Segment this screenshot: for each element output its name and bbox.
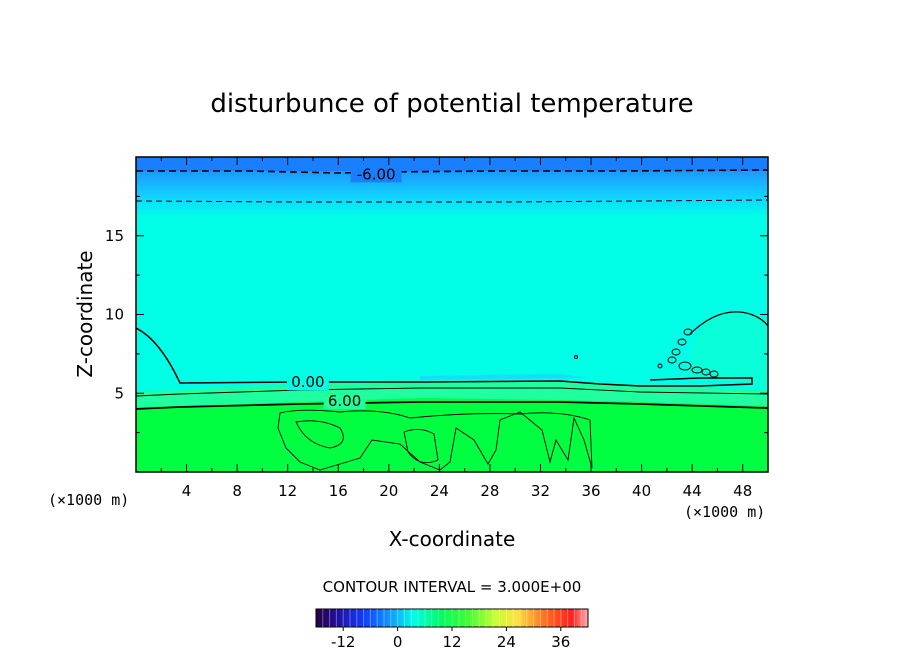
y-axis: 5 10 15 — [105, 195, 768, 434]
x-tick-label: 24 — [430, 482, 449, 500]
contour-line-zero — [136, 327, 753, 387]
contour-interval-label: CONTOUR INTERVAL = 3.000E+00 — [323, 578, 582, 596]
colorbar-tick-label: -12 — [331, 633, 356, 651]
contour-label-bg — [323, 393, 366, 410]
contour-line-dome — [689, 311, 768, 335]
colorbar-tick-label: 12 — [442, 633, 461, 651]
x-tick-label: 8 — [232, 482, 242, 500]
colorbar-ticks: -12 0 12 24 36 — [331, 627, 570, 651]
colorbar-tick-label: 0 — [393, 633, 403, 651]
y-tick-label: 5 — [114, 384, 124, 402]
dome-fill — [690, 312, 768, 386]
contour-line-3 — [136, 387, 768, 397]
x-tick-label: 28 — [480, 482, 499, 500]
light-blue-patch — [420, 374, 590, 380]
contour-line-9b — [295, 420, 344, 449]
contour-line-9 — [277, 409, 593, 471]
y-tick-label: 15 — [105, 227, 124, 245]
x-tick-label: 4 — [182, 482, 192, 500]
lower-layer-fill — [136, 398, 768, 472]
x-tick-label: 36 — [581, 482, 600, 500]
contour-labels: -6.00 0.006.00 — [286, 165, 402, 410]
colorbar-tick-label: 36 — [551, 633, 570, 651]
x-tick-label: 20 — [379, 482, 398, 500]
contour-label: -6.00 — [357, 165, 396, 183]
small-contours — [574, 328, 719, 378]
x-unit-right: (×1000 m) — [684, 503, 765, 521]
x-axis: 4 8 12 16 20 24 28 32 36 40 44 48 — [160, 157, 752, 500]
contour-line-6 — [136, 401, 768, 410]
x-axis-title: X-coordinate — [389, 527, 516, 551]
x-unit-left: (×1000 m) — [48, 491, 129, 509]
x-tick-label: 32 — [531, 482, 550, 500]
x-tick-label: 44 — [683, 482, 702, 500]
contour-line-neg3 — [136, 199, 768, 203]
x-tick-label: 40 — [632, 482, 651, 500]
x-tick-label: 12 — [278, 482, 297, 500]
top-band-fill — [136, 157, 768, 171]
x-tick-label: 16 — [329, 482, 348, 500]
y-axis-title: Z-coordinate — [73, 250, 97, 377]
contour-line-9c — [403, 429, 439, 464]
colorbar-stripes — [322, 609, 582, 627]
colorbar-tick-label: 24 — [497, 633, 516, 651]
plot-area — [136, 157, 768, 472]
contour-label-bg — [350, 166, 402, 183]
contour-label-bg — [286, 374, 329, 391]
contour-label: 0.00 — [291, 373, 324, 391]
y-tick-label: 10 — [105, 306, 124, 324]
contour-label: 6.00 — [328, 392, 361, 410]
chart-title: disturbunce of potential temperature — [210, 89, 693, 119]
x-tick-label: 48 — [733, 482, 752, 500]
